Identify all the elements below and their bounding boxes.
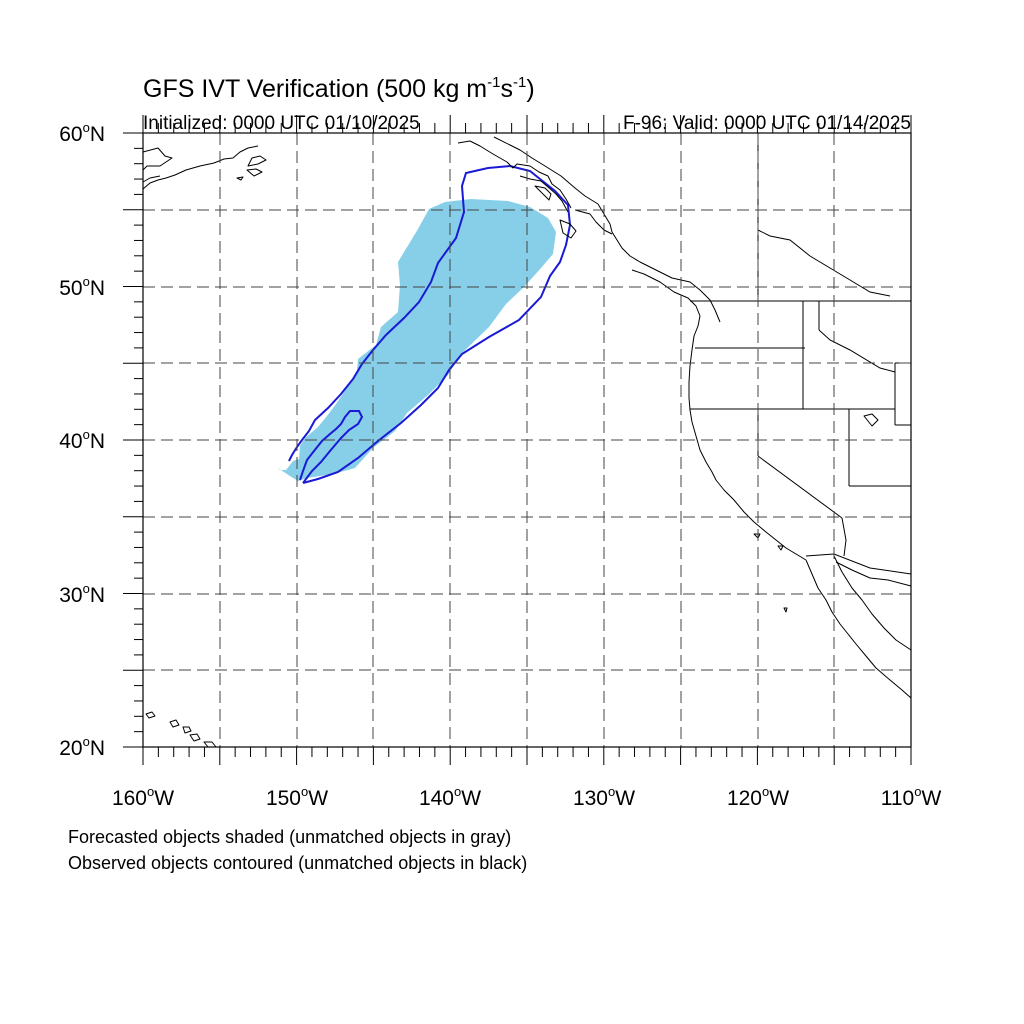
political-borders — [690, 133, 912, 575]
lon-label-140w: 140oW — [419, 784, 481, 810]
coastlines — [142, 136, 912, 748]
lon-label-110w: 110oW — [881, 784, 942, 810]
graticule — [143, 133, 911, 747]
lat-label-40: 40oN — [59, 427, 105, 453]
lon-label-150w: 150oW — [266, 784, 328, 810]
latitude-labels: 60oN 50oN 40oN 30oN 20oN — [59, 120, 105, 760]
lat-label-20: 20oN — [59, 734, 105, 760]
longitude-labels: 160oW 150oW 140oW 130oW 120oW 110oW — [112, 784, 942, 810]
map-title: GFS IVT Verification (500 kg m-1s-1) — [143, 74, 535, 103]
observed-ivt-contour — [288, 164, 572, 484]
axis-ticks — [123, 115, 912, 765]
lon-label-120w: 120oW — [727, 784, 789, 810]
lon-label-160w: 160oW — [112, 784, 174, 810]
forecast-legend-note: Forecasted objects shaded (unmatched obj… — [68, 827, 511, 847]
lat-label-60: 60oN — [59, 120, 105, 146]
lat-label-50: 50oN — [59, 274, 105, 300]
forecast-ivt-object — [278, 199, 556, 481]
lon-label-130w: 130oW — [573, 784, 635, 810]
lat-label-30: 30oN — [59, 581, 105, 607]
valid-time-label: F-96: Valid: 0000 UTC 01/14/2025 — [623, 113, 911, 134]
observed-legend-note: Observed objects contoured (unmatched ob… — [68, 853, 527, 873]
